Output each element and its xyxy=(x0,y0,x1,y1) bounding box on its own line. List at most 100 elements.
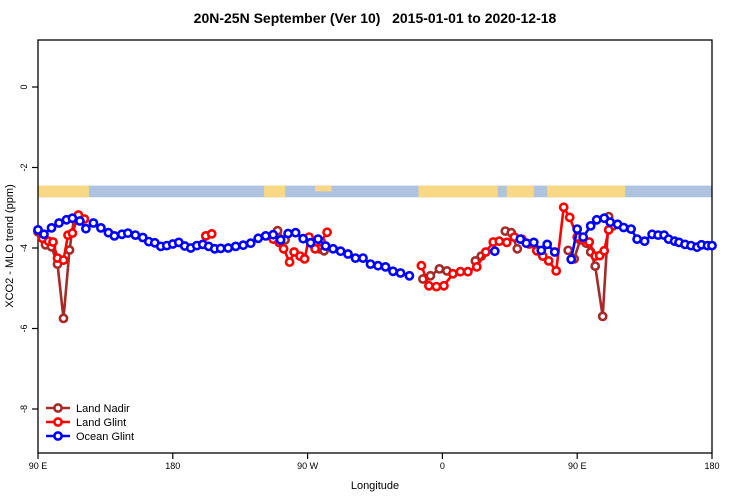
data-point-marker xyxy=(551,265,562,276)
data-point-marker xyxy=(572,224,583,234)
data-point-marker xyxy=(632,234,642,244)
land-strip-segment xyxy=(38,185,89,198)
x-tick-label: 90 W xyxy=(297,461,319,471)
data-point-marker xyxy=(58,313,69,324)
data-point-marker xyxy=(558,202,569,213)
data-point-marker xyxy=(320,241,331,251)
data-point-marker xyxy=(123,228,133,238)
y-tick-label: -6 xyxy=(19,324,29,332)
x-tick-label: 180 xyxy=(165,461,180,471)
data-point-marker xyxy=(423,280,434,291)
data-point-marker xyxy=(109,230,120,241)
data-point-marker xyxy=(618,222,629,233)
data-point-marker xyxy=(603,224,614,235)
data-point-marker xyxy=(268,229,279,240)
ocean-strip xyxy=(38,185,712,198)
data-point-marker xyxy=(431,281,442,292)
data-point-marker xyxy=(33,224,43,235)
data-point-marker xyxy=(365,259,376,269)
data-point-marker xyxy=(238,240,249,251)
data-point-marker xyxy=(223,243,234,253)
data-point-marker xyxy=(380,261,391,272)
data-point-marker xyxy=(455,266,466,277)
data-point-marker xyxy=(58,255,69,265)
x-tick-label: 90 E xyxy=(568,461,587,471)
data-series xyxy=(33,202,717,324)
data-point-marker xyxy=(283,228,293,239)
legend-marker-swatch xyxy=(53,417,63,427)
data-point-marker xyxy=(471,261,482,272)
legend-label-land-glint: Land Glint xyxy=(76,417,126,429)
data-point-marker xyxy=(298,233,308,244)
data-point-marker xyxy=(284,257,295,267)
x-tick-label: 180 xyxy=(704,461,719,471)
data-point-marker xyxy=(521,238,532,249)
data-point-marker xyxy=(343,249,353,259)
data-point-marker xyxy=(253,233,264,244)
data-point-marker xyxy=(299,253,310,264)
land-strip-segment xyxy=(315,185,332,192)
legend: Land Nadir Land Glint Ocean Glint xyxy=(46,403,134,443)
data-point-marker xyxy=(322,227,332,238)
y-axis-label: XCO2 - MLO trend (ppm) xyxy=(4,184,16,307)
chart-title: 20N-25N September (Ver 10) 2015-01-01 to… xyxy=(194,10,557,26)
data-point-marker xyxy=(626,224,636,234)
data-point-marker xyxy=(434,263,445,274)
data-point-marker xyxy=(585,220,596,231)
data-point-marker xyxy=(425,270,436,281)
x-tick-label: 0 xyxy=(440,461,445,471)
data-point-marker xyxy=(543,255,554,266)
data-point-marker xyxy=(275,234,286,245)
data-point-marker xyxy=(438,280,449,291)
data-point-marker xyxy=(494,236,505,247)
data-point-marker xyxy=(260,230,271,241)
data-point-marker xyxy=(590,261,601,271)
data-point-marker xyxy=(584,237,595,247)
data-point-marker xyxy=(373,260,383,271)
plot-box xyxy=(37,39,713,454)
data-point-marker xyxy=(358,253,368,263)
data-point-marker xyxy=(597,311,608,322)
data-point-marker xyxy=(350,253,361,263)
data-point-marker xyxy=(599,245,610,256)
data-point-marker xyxy=(404,270,415,281)
data-point-marker xyxy=(310,243,320,254)
legend-marker-swatch xyxy=(53,431,63,441)
data-point-marker xyxy=(54,218,64,228)
data-point-marker xyxy=(305,237,316,248)
data-point-marker xyxy=(230,241,241,252)
data-point-marker xyxy=(88,218,99,228)
data-point-marker xyxy=(96,222,106,233)
data-point-marker xyxy=(564,212,575,223)
data-point-marker xyxy=(639,236,650,247)
data-point-marker xyxy=(447,268,458,279)
land-strip-segment xyxy=(418,185,498,198)
data-point-marker xyxy=(278,243,289,254)
legend-marker-swatch xyxy=(53,403,63,413)
data-point-marker xyxy=(67,228,78,238)
data-point-marker xyxy=(81,223,91,234)
data-point-marker xyxy=(480,247,491,257)
data-point-marker xyxy=(290,227,301,238)
land-strip-segment xyxy=(547,185,626,198)
data-point-marker xyxy=(549,247,560,257)
data-point-marker xyxy=(512,243,523,254)
y-tick-label: 0 xyxy=(19,84,29,89)
data-point-marker xyxy=(206,228,217,239)
y-tick-label: -4 xyxy=(19,244,29,252)
data-point-marker xyxy=(563,245,574,256)
data-point-marker xyxy=(46,222,57,233)
data-point-marker xyxy=(328,243,338,254)
data-point-marker xyxy=(578,232,589,242)
data-point-marker xyxy=(75,216,85,226)
land-strip-segment xyxy=(506,185,534,198)
data-point-marker xyxy=(215,243,226,254)
legend-label-ocean-glint: Ocean Glint xyxy=(76,431,134,443)
data-point-marker xyxy=(388,266,398,277)
data-point-marker xyxy=(39,229,49,240)
land-strip-segment xyxy=(264,185,286,198)
data-point-marker xyxy=(528,237,539,248)
data-point-marker xyxy=(489,246,500,257)
